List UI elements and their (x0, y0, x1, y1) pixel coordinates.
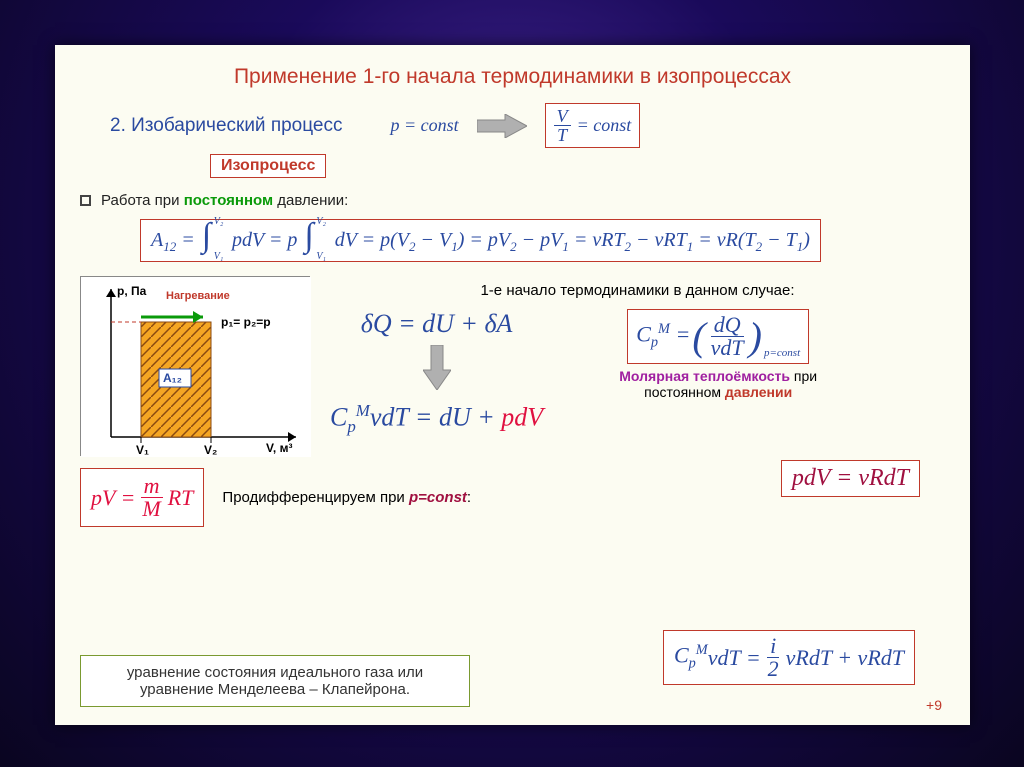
formula-final-cp: CpM νdT = i2 νRdT + νRdT (663, 630, 915, 685)
subtitle-row: 2. Изобарический процесс p = const VT = … (110, 103, 945, 148)
differentiate-text: Продифференцируем при p=const: (222, 489, 471, 506)
svg-text:Нагревание: Нагревание (166, 290, 230, 302)
badge-row: Изопроцесс (210, 154, 945, 178)
mid-right-column: 1-е начало термодинамики в данном случае… (330, 276, 945, 456)
ideal-gas-caption: уравнение состояния идеального газа или … (80, 655, 470, 707)
svg-text:p₁= p₂=p: p₁= p₂=p (221, 315, 271, 329)
slide-title: Применение 1-го начала термодинамики в и… (80, 65, 945, 89)
arrow-down-icon (423, 345, 451, 395)
arrow-right-icon (477, 114, 527, 138)
bullet-work-text: Работа при постоянном давлении: (101, 192, 348, 209)
dq-column: δQ = dU + δA CpMνdT = dU + pdV (330, 309, 543, 437)
formula-p-const: p = const (390, 115, 458, 136)
work-formula: A12 = ∫ V₂ V₁ pdV = p ∫ V₂ V₁ dV = p(V2 … (140, 219, 821, 262)
svg-text:V, м³: V, м³ (266, 441, 292, 455)
isoprocess-badge: Изопроцесс (210, 154, 326, 178)
bullet-square-icon (80, 195, 91, 206)
subtitle: 2. Изобарический процесс (110, 115, 342, 137)
svg-text:p, Па: p, Па (117, 284, 147, 298)
formula-cp-def: CpM = ( dQνdT ) p=const (627, 309, 809, 364)
formula-pdv-nurt: pdV = νRdT (781, 460, 920, 497)
mid-section: p, Па V, м³ Нагревание p₁= p₂=p (80, 276, 945, 456)
bottom-row: pV = mM RT Продифференцируем при p=const… (80, 468, 945, 527)
svg-text:V₁: V₁ (136, 443, 149, 457)
formula-delta-q: δQ = dU + δA (361, 309, 513, 339)
formula-cpvdt: CpMνdT = dU + pdV (330, 401, 543, 437)
work-formula-block: A12 = ∫ V₂ V₁ pdV = p ∫ V₂ V₁ dV = p(V2 … (140, 219, 945, 262)
cp-caption: Молярная теплоёмкость при постоянном дав… (603, 368, 833, 400)
slide-panel: Применение 1-го начала термодинамики в и… (55, 45, 970, 725)
cp-column: CpM = ( dQνdT ) p=const Молярная теплоём… (603, 309, 833, 400)
page-number: +9 (926, 697, 942, 713)
formula-pv-mmrt: pV = mM RT (80, 468, 204, 527)
svg-text:V₂: V₂ (204, 443, 217, 457)
pv-chart: p, Па V, м³ Нагревание p₁= p₂=p (80, 276, 310, 456)
bullet-work-row: Работа при постоянном давлении: (80, 192, 945, 209)
svg-text:A₁₂: A₁₂ (163, 371, 182, 385)
first-law-caption: 1-е начало термодинамики в данном случае… (330, 282, 945, 299)
formula-vt-const: VT = const (545, 103, 641, 148)
